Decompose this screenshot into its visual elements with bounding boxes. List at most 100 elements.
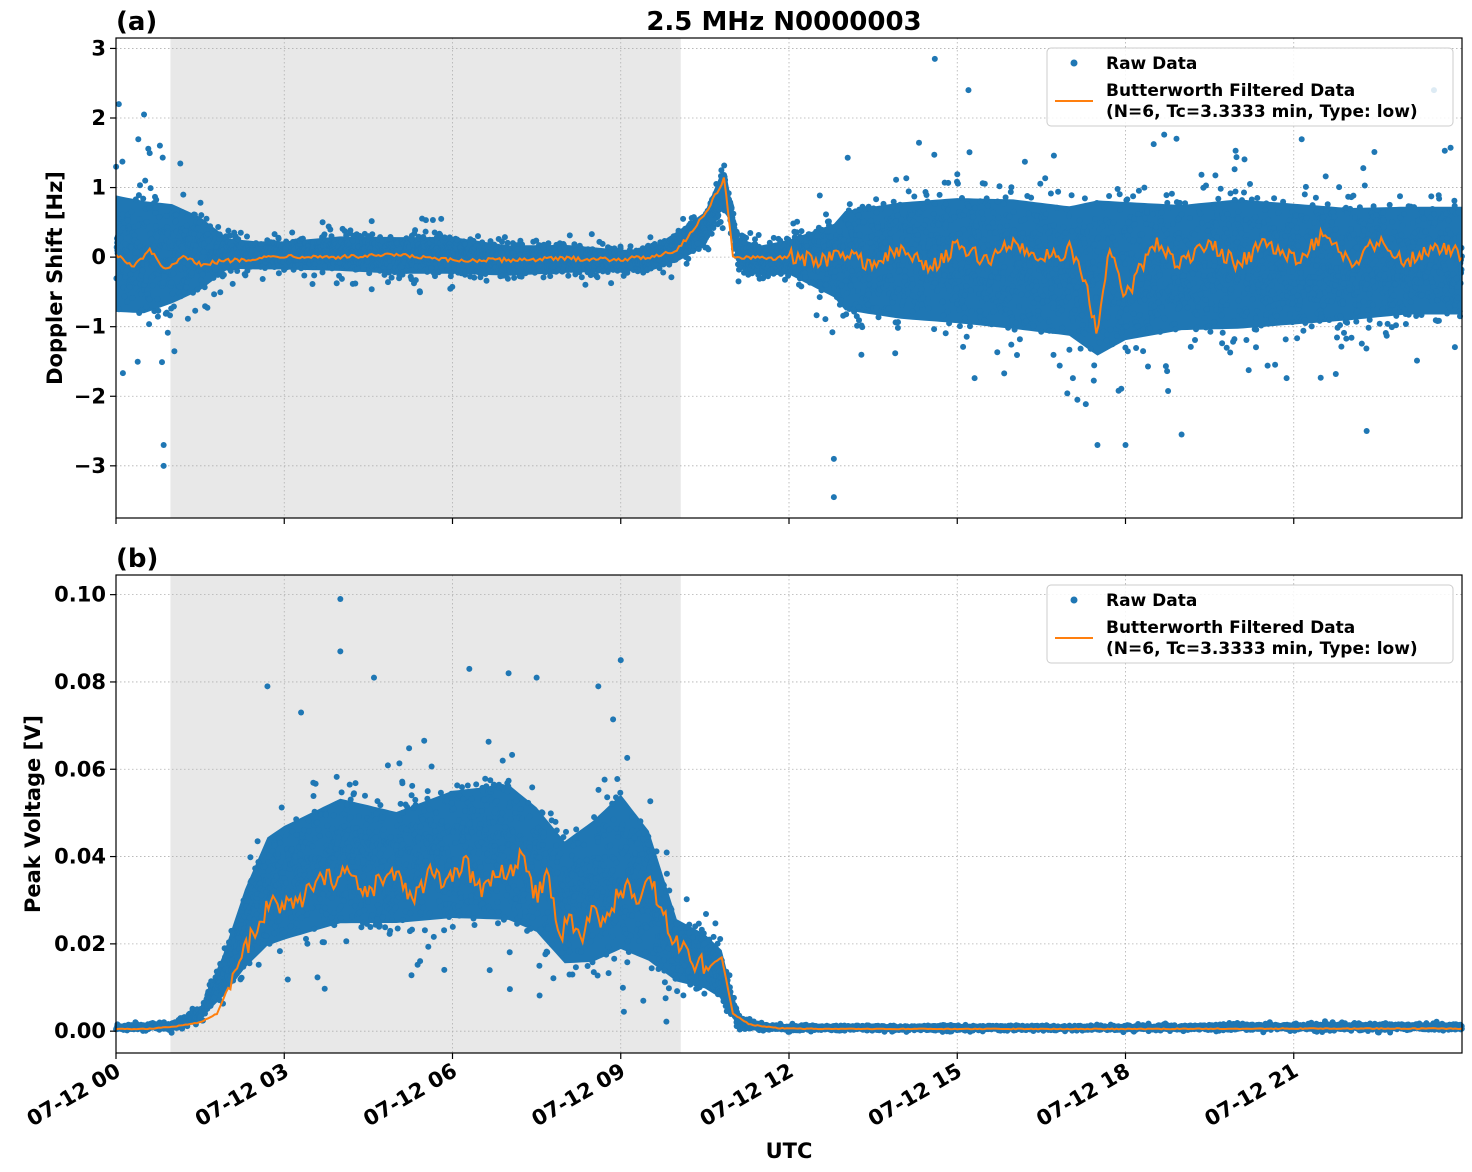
raw-data-point <box>1360 220 1367 227</box>
raw-data-point <box>994 198 1001 205</box>
raw-data-point <box>1037 226 1044 233</box>
raw-data-point <box>1253 326 1260 333</box>
raw-data-point <box>1264 320 1271 327</box>
raw-data-point <box>930 211 937 217</box>
raw-data-point <box>1210 204 1217 211</box>
raw-data-point <box>119 211 126 218</box>
raw-data-point <box>1255 281 1262 288</box>
raw-data-point <box>1136 237 1143 244</box>
raw-data-point <box>225 227 232 234</box>
raw-data-point <box>561 244 568 250</box>
raw-data-point <box>1297 297 1303 304</box>
raw-data-point <box>980 215 987 222</box>
raw-data-point <box>942 330 949 337</box>
raw-data-point <box>1093 200 1100 206</box>
raw-data-point <box>1253 344 1259 351</box>
raw-data-point <box>128 208 135 215</box>
raw-data-point <box>1301 191 1308 198</box>
raw-data-point <box>818 287 825 294</box>
raw-data-point <box>931 280 938 286</box>
raw-data-point <box>960 343 967 350</box>
raw-data-point <box>1302 320 1309 326</box>
raw-data-point <box>1118 385 1125 392</box>
raw-data-point <box>1131 215 1137 222</box>
raw-data-point <box>1096 339 1103 346</box>
raw-data-point <box>1210 287 1217 294</box>
raw-data-point <box>1008 184 1015 191</box>
raw-data-point <box>387 234 394 240</box>
raw-data-point <box>1356 302 1362 309</box>
raw-data-point <box>152 204 159 211</box>
raw-data-point <box>1311 274 1318 280</box>
raw-data-point <box>1283 375 1290 382</box>
raw-data-point <box>1339 239 1346 246</box>
raw-data-point <box>842 216 849 222</box>
raw-data-point <box>1199 220 1205 227</box>
raw-data-point <box>154 313 161 320</box>
raw-data-point <box>1213 222 1220 229</box>
raw-data-point <box>920 205 927 212</box>
raw-data-point <box>138 291 145 298</box>
raw-data-point <box>1289 319 1296 326</box>
raw-data-point <box>894 324 901 331</box>
raw-data-point <box>923 217 930 224</box>
raw-data-point <box>163 212 170 219</box>
raw-data-point <box>1245 367 1252 374</box>
raw-data-point <box>880 245 886 252</box>
raw-data-point <box>1265 216 1272 223</box>
raw-data-point <box>347 227 354 234</box>
raw-data-point <box>1318 314 1325 321</box>
raw-data-point <box>660 261 667 268</box>
raw-data-point <box>914 232 921 238</box>
raw-data-point <box>1074 227 1081 234</box>
raw-data-point <box>1117 318 1124 325</box>
raw-data-point <box>471 274 478 281</box>
raw-data-point <box>422 217 429 224</box>
raw-data-point <box>749 270 756 277</box>
raw-data-point <box>1370 278 1376 285</box>
raw-data-point <box>1118 329 1125 336</box>
raw-data-point <box>388 274 395 281</box>
raw-data-point <box>545 240 552 247</box>
raw-data-point <box>858 351 865 358</box>
raw-data-point <box>217 289 224 296</box>
raw-data-point <box>1293 224 1300 231</box>
raw-data-point <box>966 149 973 156</box>
raw-data-point <box>1057 249 1064 256</box>
raw-data-point <box>890 198 897 205</box>
raw-data-point <box>961 314 968 321</box>
raw-data-point <box>211 230 218 237</box>
raw-data-point <box>1392 281 1399 288</box>
raw-data-point <box>1247 181 1253 187</box>
raw-data-point <box>1372 257 1379 264</box>
raw-data-point <box>566 232 573 239</box>
raw-data-point <box>1360 165 1367 172</box>
raw-data-point <box>203 215 210 222</box>
raw-data-point <box>169 290 176 297</box>
raw-data-point <box>902 274 909 280</box>
raw-data-point <box>1204 228 1211 234</box>
raw-data-point <box>117 235 124 242</box>
raw-data-point <box>1045 259 1052 266</box>
raw-data-point <box>1001 264 1008 270</box>
raw-data-point <box>504 239 511 246</box>
raw-data-point <box>1379 306 1386 313</box>
raw-data-point <box>184 315 191 322</box>
raw-data-point <box>892 218 899 225</box>
raw-data-point <box>1021 216 1028 223</box>
raw-data-point <box>1337 313 1344 320</box>
raw-data-point <box>160 279 167 286</box>
raw-data-point <box>1235 208 1242 215</box>
raw-data-point <box>1006 294 1013 301</box>
raw-data-point <box>229 280 236 287</box>
raw-data-point <box>1026 262 1033 269</box>
raw-data-point <box>1014 352 1020 358</box>
raw-data-point <box>1076 217 1083 224</box>
raw-data-point <box>925 295 931 302</box>
raw-data-point <box>1231 166 1238 173</box>
raw-data-point <box>417 289 423 296</box>
raw-data-point <box>1385 281 1392 288</box>
raw-data-point <box>1389 301 1396 308</box>
raw-data-point <box>608 280 615 287</box>
raw-data-point <box>403 267 410 274</box>
